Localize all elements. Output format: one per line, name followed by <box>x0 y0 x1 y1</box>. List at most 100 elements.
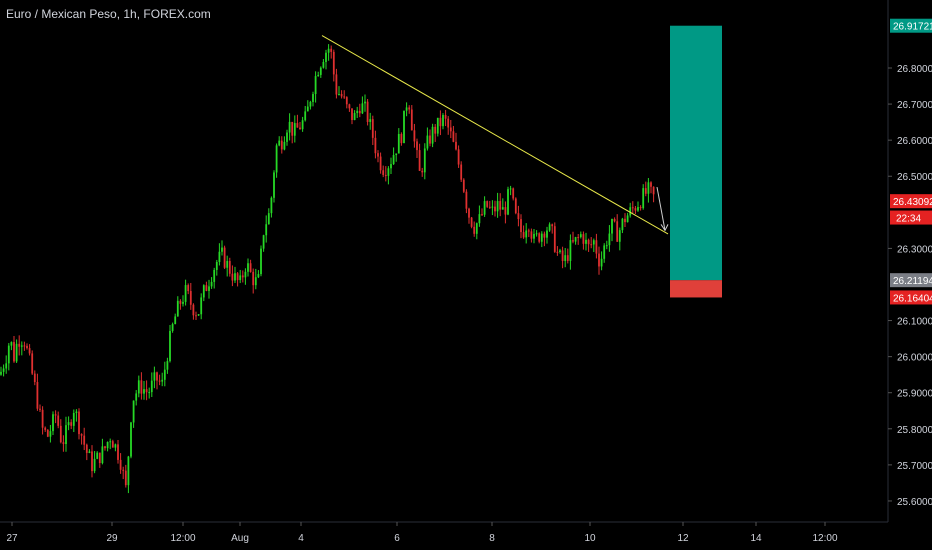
candle-body <box>551 224 554 227</box>
candle-body <box>509 188 512 190</box>
candle-body <box>538 233 541 242</box>
candle-body <box>166 361 169 370</box>
candle-body <box>93 458 96 472</box>
candle-body <box>652 186 655 195</box>
candle-body <box>65 425 67 445</box>
candle-body <box>304 111 307 121</box>
candle-body <box>273 172 275 198</box>
candle-body <box>52 414 54 432</box>
candle-body <box>101 446 104 464</box>
candle-body <box>478 214 481 224</box>
candle-body <box>358 110 361 114</box>
candle-body <box>254 277 257 286</box>
candle-body <box>20 345 23 347</box>
candle-body <box>49 431 52 437</box>
candle-body <box>416 141 418 151</box>
candle-body <box>135 393 138 401</box>
candle-body <box>392 155 395 165</box>
candle-body <box>426 135 429 149</box>
candle-body <box>364 101 366 104</box>
candle-body <box>624 218 626 223</box>
candle-body <box>371 119 374 138</box>
time-tick-label: 4 <box>298 533 304 544</box>
candle-body <box>192 304 195 316</box>
candle-body <box>270 197 273 214</box>
candle-body <box>494 206 496 212</box>
candle-body <box>592 240 595 245</box>
candle-body <box>182 301 184 304</box>
candle-body <box>579 234 582 238</box>
candle-body <box>179 300 182 304</box>
candle-body <box>351 108 353 121</box>
candle-body <box>369 119 372 122</box>
candle-body <box>543 233 546 238</box>
candle-body <box>608 233 611 246</box>
candle-body <box>410 109 413 131</box>
candle-body <box>644 188 647 194</box>
candle-body <box>473 226 476 234</box>
candle-body <box>114 444 117 448</box>
price-label-text: 26.16404 <box>893 293 932 304</box>
candle-body <box>239 275 242 281</box>
candle-body <box>312 94 314 102</box>
candle-body <box>345 97 348 105</box>
candle-body <box>343 96 346 98</box>
price-tick-label: 26.00000 <box>897 353 932 364</box>
candle-body <box>639 207 642 209</box>
candle-body <box>397 133 400 154</box>
candle-body <box>585 239 587 244</box>
candle-body <box>499 201 502 210</box>
candle-body <box>553 226 556 252</box>
candle-body <box>522 232 525 238</box>
candle-body <box>512 188 515 199</box>
candle-body <box>153 372 156 381</box>
candle-body <box>442 115 444 127</box>
candle-body <box>338 93 340 95</box>
candle-body <box>299 127 301 130</box>
candle-body <box>590 244 593 246</box>
candle-body <box>616 221 619 242</box>
candle-body <box>462 179 465 192</box>
candle-body <box>234 273 236 281</box>
candle-body <box>475 223 478 234</box>
candle-body <box>236 273 239 281</box>
candle-body <box>31 353 34 374</box>
candle-body <box>291 121 294 136</box>
candle-body <box>332 51 335 75</box>
price-label-badge <box>890 210 932 225</box>
candle-body <box>527 230 530 232</box>
candle-body <box>83 435 86 445</box>
candle-body <box>280 140 283 150</box>
candle-body <box>267 213 270 225</box>
candle-body <box>501 207 504 210</box>
candle-body <box>384 174 387 176</box>
candle-body <box>301 120 304 130</box>
candle-body <box>145 389 148 393</box>
candle-body <box>215 262 218 270</box>
candle-body <box>306 106 309 112</box>
price-label-text: 26.43092 <box>893 197 932 208</box>
candle-body <box>286 132 288 142</box>
candle-body <box>452 131 455 142</box>
candle-body <box>122 469 125 471</box>
price-tick-label: 26.30000 <box>897 244 932 255</box>
candle-body <box>379 156 382 171</box>
candle-body <box>465 191 468 209</box>
candle-body <box>15 343 18 362</box>
candle-body <box>400 133 403 144</box>
candle-body <box>566 255 569 261</box>
candle-body <box>436 117 439 134</box>
candle-body <box>429 135 431 144</box>
profit-zone <box>670 25 722 281</box>
candle-body <box>70 422 73 426</box>
candle-body <box>205 285 208 291</box>
candle-body <box>559 250 561 253</box>
candle-body <box>249 263 252 272</box>
time-tick-label: 14 <box>750 533 762 544</box>
candle-body <box>62 442 65 445</box>
candle-body <box>223 247 226 268</box>
candle-body <box>0 371 2 375</box>
candle-body <box>231 273 234 281</box>
candle-body <box>197 314 200 316</box>
